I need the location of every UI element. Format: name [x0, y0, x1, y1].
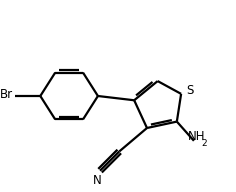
- Text: 2: 2: [201, 139, 207, 148]
- Text: Br: Br: [0, 89, 13, 101]
- Text: NH: NH: [188, 130, 205, 143]
- Text: N: N: [93, 174, 101, 187]
- Text: S: S: [186, 84, 194, 97]
